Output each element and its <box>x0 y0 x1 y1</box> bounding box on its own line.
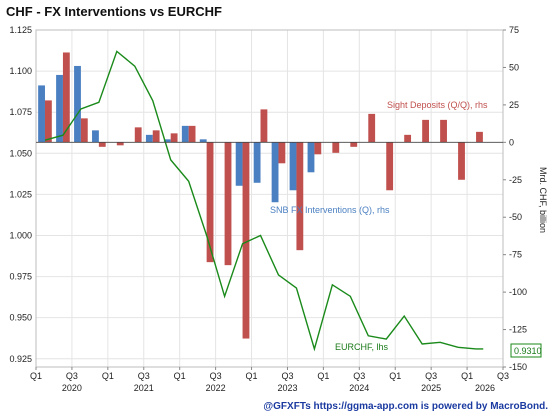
sight-deposit-bar <box>44 100 52 143</box>
footer-credit: @GFXFTs https://ggma-app.com is powered … <box>263 401 548 412</box>
x-year-label: 2024 <box>349 383 369 393</box>
left-tick-label: 0.975 <box>9 272 32 282</box>
sight-deposit-bar <box>62 52 70 143</box>
right-tick-label: -150 <box>509 362 527 372</box>
snb-interventions-label: SNB FX Interventions (Q), rhs <box>270 205 390 215</box>
snb-intervention-bar <box>56 74 63 143</box>
snb-intervention-bar <box>38 85 45 143</box>
x-tick-label: Q3 <box>497 371 509 381</box>
sight-deposit-bar <box>98 142 106 147</box>
x-year-label: 2025 <box>421 383 441 393</box>
snb-intervention-bar <box>92 130 99 143</box>
x-tick-label: Q3 <box>138 371 150 381</box>
left-tick-label: 1.050 <box>9 148 32 158</box>
x-year-label: 2022 <box>206 383 226 393</box>
right-tick-label: 25 <box>509 100 519 110</box>
snb-intervention-bar <box>253 142 261 183</box>
sight-deposit-bar <box>188 125 196 143</box>
sight-deposit-bar <box>314 142 322 155</box>
right-tick-label: -100 <box>509 287 527 297</box>
sight-deposit-bar <box>440 119 447 143</box>
snb-intervention-bar <box>74 65 81 143</box>
right-tick-label: 75 <box>509 25 519 35</box>
x-tick-label: Q1 <box>317 371 329 381</box>
x-tick-label: Q3 <box>281 371 293 381</box>
sight-deposit-bar <box>206 142 214 263</box>
x-year-label: 2023 <box>277 383 297 393</box>
sight-deposit-bar <box>350 142 358 147</box>
line-group <box>44 50 484 352</box>
eurchf-label: EURCHF, lhs <box>335 342 389 352</box>
sight-deposit-bar <box>386 142 394 191</box>
sight-deposit-bar <box>404 134 412 143</box>
x-year-label: 2021 <box>134 383 154 393</box>
snb-intervention-bar <box>289 142 297 191</box>
sight-deposit-bar <box>458 142 465 180</box>
left-tick-label: 0.925 <box>9 354 32 364</box>
sight-deposit-bar <box>368 113 376 143</box>
x-tick-label: Q1 <box>174 371 186 381</box>
grid-lines <box>35 29 504 367</box>
x-tick-label: Q1 <box>246 371 258 381</box>
x-tick-label: Q3 <box>425 371 437 381</box>
sight-deposit-bar <box>134 127 142 143</box>
sight-deposit-bar <box>116 142 124 146</box>
x-year-label: 2020 <box>62 383 82 393</box>
sight-deposits-label: Sight Deposits (Q/Q), rhs <box>387 100 488 110</box>
right-tick-label: -125 <box>509 325 527 335</box>
snb-intervention-bar <box>307 142 315 173</box>
sight-deposit-bar <box>242 142 250 339</box>
left-tick-label: 0.950 <box>9 313 32 323</box>
x-tick-label: Q1 <box>461 371 473 381</box>
snb-intervention-bar <box>271 142 279 203</box>
sight-deposit-bar <box>278 142 286 164</box>
snb-intervention-bar <box>235 142 243 186</box>
sight-deposit-bar <box>80 118 88 143</box>
axes-group: 1.125 1.100 1.075 1.050 1.025 1.000 0.975 0.950… <box>9 25 527 393</box>
right-tick-label: -75 <box>509 250 522 260</box>
sight-deposit-bar <box>170 133 178 143</box>
sight-deposit-bar <box>152 130 160 143</box>
snb-intervention-bar <box>181 125 189 143</box>
last-value-box <box>510 343 542 358</box>
snb-intervention-bar <box>145 134 153 143</box>
sight-deposit-bar <box>476 131 483 143</box>
left-tick-label: 1.100 <box>9 66 32 76</box>
x-tick-label: Q3 <box>353 371 365 381</box>
sight-deposit-bar <box>224 142 232 266</box>
plot-frame <box>35 29 504 368</box>
snb-intervention-bar <box>163 139 171 143</box>
right-tick-label: -50 <box>509 212 522 222</box>
sight-deposit-bar <box>296 142 304 251</box>
x-tick-label: Q1 <box>30 371 42 381</box>
left-tick-label: 1.000 <box>9 230 32 240</box>
x-tick-label: Q3 <box>66 371 78 381</box>
last-value-label: 0.9310 <box>514 346 542 356</box>
x-tick-label: Q1 <box>102 371 114 381</box>
chart-title: CHF - FX Interventions vs EURCHF <box>6 4 222 19</box>
right-tick-label: -25 <box>509 175 522 185</box>
right-axis-label: Mrd. CHF, billion <box>538 167 548 233</box>
eurchf-line <box>44 50 484 352</box>
x-tick-label: Q3 <box>210 371 222 381</box>
right-tick-label: 50 <box>509 62 519 72</box>
sight-deposit-bar <box>260 109 268 143</box>
x-tick-label: Q1 <box>389 371 401 381</box>
x-year-label: 2026 <box>475 383 495 393</box>
right-tick-label: 0 <box>509 137 514 147</box>
sight-deposit-bar <box>422 119 429 143</box>
bars-group <box>38 52 483 339</box>
left-tick-label: 1.075 <box>9 107 32 117</box>
sight-deposit-bar <box>332 142 340 153</box>
snb-intervention-bar <box>199 139 207 143</box>
left-tick-label: 1.025 <box>9 189 32 199</box>
left-tick-label: 1.125 <box>9 25 32 35</box>
